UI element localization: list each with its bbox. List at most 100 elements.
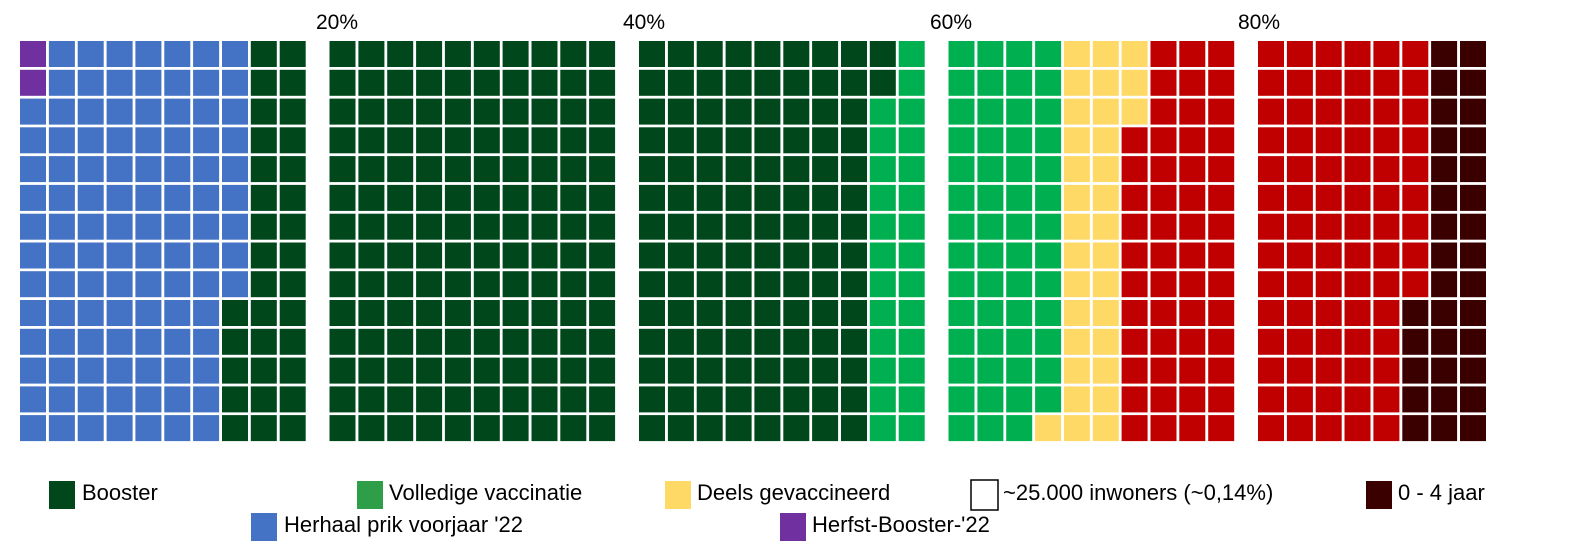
waffle-cell-herhaal: [106, 41, 133, 67]
waffle-cell-herhaal: [48, 69, 75, 96]
waffle-cell-rest: [1258, 415, 1284, 442]
waffle-cell-booster: [416, 328, 443, 355]
waffle-cell-booster: [667, 184, 694, 211]
waffle-cell-booster: [783, 127, 810, 154]
waffle-cell-herhaal: [193, 242, 220, 269]
waffle-cell-rest: [1315, 415, 1342, 442]
waffle-cell-booster: [416, 184, 443, 211]
waffle-cell-herhaal: [135, 156, 162, 183]
waffle-cell-volledig: [977, 156, 1004, 183]
waffle-cell-booster: [279, 415, 306, 442]
waffle-cell-rest: [1373, 328, 1400, 355]
waffle-cell-booster: [812, 156, 839, 183]
waffle-cell-herfst: [20, 41, 46, 67]
waffle-cell-rest: [1402, 242, 1429, 269]
waffle-cell-booster: [869, 69, 896, 96]
waffle-cell-volledig: [1035, 98, 1062, 125]
tick-label-80: 80%: [1238, 11, 1280, 34]
waffle-cell-booster: [416, 69, 443, 96]
waffle-cell-jong: [1431, 98, 1458, 125]
waffle-cell-booster: [444, 386, 471, 413]
waffle-cell-booster: [589, 357, 616, 384]
waffle-cell-jong: [1460, 184, 1486, 211]
waffle-cell-herhaal: [20, 127, 46, 154]
waffle-cell-booster: [531, 357, 558, 384]
waffle-cell-booster: [329, 386, 356, 413]
waffle-cell-herhaal: [77, 213, 104, 240]
waffle-cell-booster: [358, 357, 385, 384]
waffle-cell-herhaal: [106, 98, 133, 125]
waffle-cell-herhaal: [193, 300, 220, 326]
waffle-cell-rest: [1208, 300, 1235, 326]
waffle-cell-volledig: [1035, 69, 1062, 96]
waffle-cell-rest: [1121, 156, 1148, 183]
waffle-cell-booster: [639, 98, 665, 125]
waffle-cell-herhaal: [222, 156, 248, 183]
waffle-cell-rest: [1373, 127, 1400, 154]
waffle-cell-booster: [639, 242, 665, 269]
waffle-cell-herhaal: [164, 386, 191, 413]
waffle-cell-rest: [1150, 98, 1177, 125]
waffle-cell-booster: [560, 41, 587, 67]
waffle-cell-rest: [1208, 415, 1235, 442]
waffle-cell-rest: [1344, 386, 1371, 413]
waffle-cell-booster: [416, 357, 443, 384]
waffle-cell-booster: [783, 300, 810, 326]
waffle-cell-herhaal: [135, 357, 162, 384]
waffle-cell-rest: [1179, 156, 1206, 183]
waffle-cell-rest: [1373, 242, 1400, 269]
tick-label-20: 20%: [316, 11, 358, 34]
waffle-cell-booster: [639, 184, 665, 211]
waffle-cell-booster: [696, 98, 723, 125]
waffle-cell-herhaal: [193, 271, 220, 298]
waffle-cell-booster: [387, 300, 414, 326]
waffle-cell-herhaal: [106, 184, 133, 211]
waffle-cell-booster: [279, 386, 306, 413]
waffle-cell-booster: [725, 98, 752, 125]
waffle-cell-herhaal: [193, 213, 220, 240]
waffle-cell-deels: [1092, 357, 1119, 384]
waffle-cell-booster: [725, 415, 752, 442]
waffle-cell-volledig: [948, 415, 975, 442]
waffle-cell-booster: [696, 41, 723, 67]
waffle-cell-booster: [329, 184, 356, 211]
waffle-cell-booster: [444, 41, 471, 67]
waffle-cell-volledig: [898, 415, 925, 442]
waffle-cell-rest: [1258, 357, 1284, 384]
waffle-cell-jong: [1460, 300, 1486, 326]
waffle-cell-herhaal: [193, 156, 220, 183]
waffle-cell-booster: [783, 386, 810, 413]
waffle-cell-booster: [279, 156, 306, 183]
waffle-cell-rest: [1208, 328, 1235, 355]
waffle-cell-booster: [560, 127, 587, 154]
waffle-cell-volledig: [948, 300, 975, 326]
waffle-cell-rest: [1315, 386, 1342, 413]
waffle-cell-deels: [1121, 41, 1148, 67]
waffle-cell-deels: [1092, 415, 1119, 442]
waffle-cell-volledig: [977, 98, 1004, 125]
waffle-cell-booster: [812, 213, 839, 240]
waffle-cell-booster: [416, 156, 443, 183]
waffle-cell-booster: [754, 213, 781, 240]
waffle-cell-herhaal: [20, 242, 46, 269]
waffle-cell-jong: [1460, 271, 1486, 298]
waffle-cell-booster: [473, 386, 500, 413]
waffle-cell-rest: [1258, 184, 1284, 211]
waffle-cell-volledig: [1035, 328, 1062, 355]
waffle-cell-booster: [841, 300, 867, 326]
waffle-cell-rest: [1286, 41, 1313, 67]
tick-label-40: 40%: [623, 11, 665, 34]
waffle-cell-rest: [1150, 357, 1177, 384]
waffle-cell-booster: [416, 213, 443, 240]
waffle-cell-rest: [1208, 98, 1235, 125]
waffle-cell-volledig: [898, 127, 925, 154]
waffle-cell-booster: [444, 242, 471, 269]
waffle-cell-booster: [387, 328, 414, 355]
waffle-cell-booster: [502, 386, 529, 413]
waffle-cell-volledig: [869, 357, 896, 384]
waffle-cell-herhaal: [193, 357, 220, 384]
waffle-cell-booster: [667, 127, 694, 154]
waffle-cell-rest: [1150, 271, 1177, 298]
waffle-cell-booster: [812, 242, 839, 269]
waffle-cell-booster: [841, 98, 867, 125]
